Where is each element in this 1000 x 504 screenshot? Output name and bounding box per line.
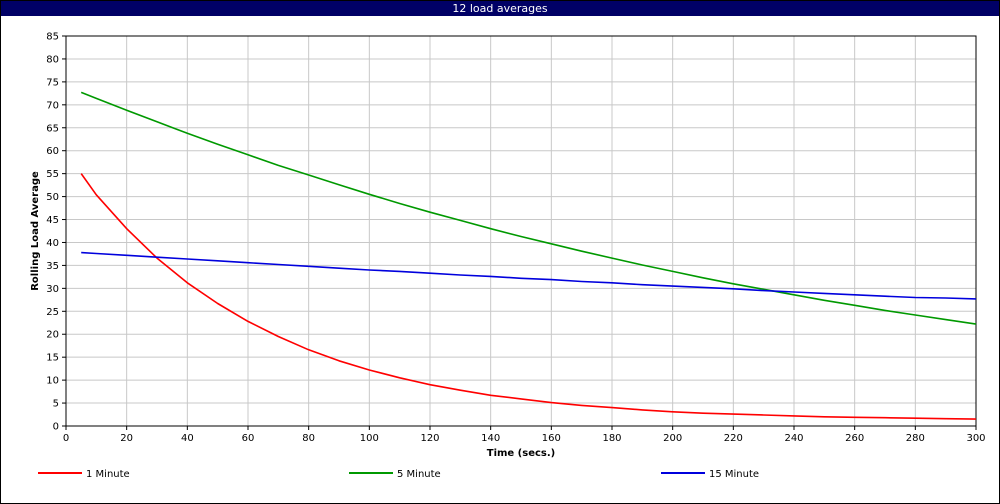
y-tick-label: 55 [46,169,59,180]
legend-label: 15 Minute [709,469,759,480]
x-tick-label: 80 [302,433,315,444]
y-tick-label: 85 [46,32,59,43]
y-tick-label: 50 [46,192,59,203]
y-tick-label: 40 [46,238,59,249]
x-tick-label: 100 [360,433,379,444]
series-line [80,91,977,325]
chart-title: 12 load averages [1,1,999,16]
legend-item: 1 Minute [38,469,130,480]
x-axis-ticks: 0 20 40 60 80 100 120 140 160 180 200 220 240 260 280 3… [63,426,986,444]
y-tick-label: 25 [46,307,59,318]
x-tick-label: 200 [663,433,682,444]
y-tick-label: 65 [46,123,59,134]
y-tick-label: 80 [46,54,59,65]
y-tick-label: 75 [46,77,59,88]
y-tick-label: 20 [46,330,59,341]
series-line [80,173,977,420]
y-tick-label: 30 [46,284,59,295]
x-tick-label: 160 [542,433,561,444]
legend-label: 5 Minute [397,469,441,480]
legend-item: 5 Minute [349,469,441,480]
x-tick-label: 240 [784,433,803,444]
x-tick-label: 20 [120,433,133,444]
x-tick-label: 140 [481,433,500,444]
x-tick-label: 60 [242,433,255,444]
series-lines [80,91,977,420]
series-line [81,251,977,300]
grid-lines [65,35,977,427]
legend-item: 15 Minute [661,469,759,480]
x-tick-label: 180 [602,433,621,444]
x-tick-label: 300 [966,433,985,444]
y-axis-ticks: 0 5 10 15 20 25 30 35 40 45 50 55 60 65 70 75 80 85 [46,32,66,433]
x-tick-label: 120 [420,433,439,444]
y-tick-label: 0 [53,422,59,433]
y-tick-label: 15 [46,353,59,364]
legend-label: 1 Minute [86,469,130,480]
x-tick-label: 220 [724,433,743,444]
y-tick-label: 10 [46,376,59,387]
x-tick-label: 40 [181,433,194,444]
x-tick-label: 280 [906,433,925,444]
y-tick-label: 70 [46,100,59,111]
x-tick-label: 260 [845,433,864,444]
plot-area [65,35,977,427]
x-tick-label: 0 [63,433,69,444]
y-tick-label: 60 [46,146,59,157]
y-tick-label: 5 [53,399,59,410]
legend: 1 Minute 5 Minute 15 Minute [38,469,759,480]
y-axis-label: Rolling Load Average [30,171,41,291]
y-tick-label: 35 [46,261,59,272]
x-axis-label: Time (secs.) [487,448,556,459]
y-tick-label: 45 [46,215,59,226]
